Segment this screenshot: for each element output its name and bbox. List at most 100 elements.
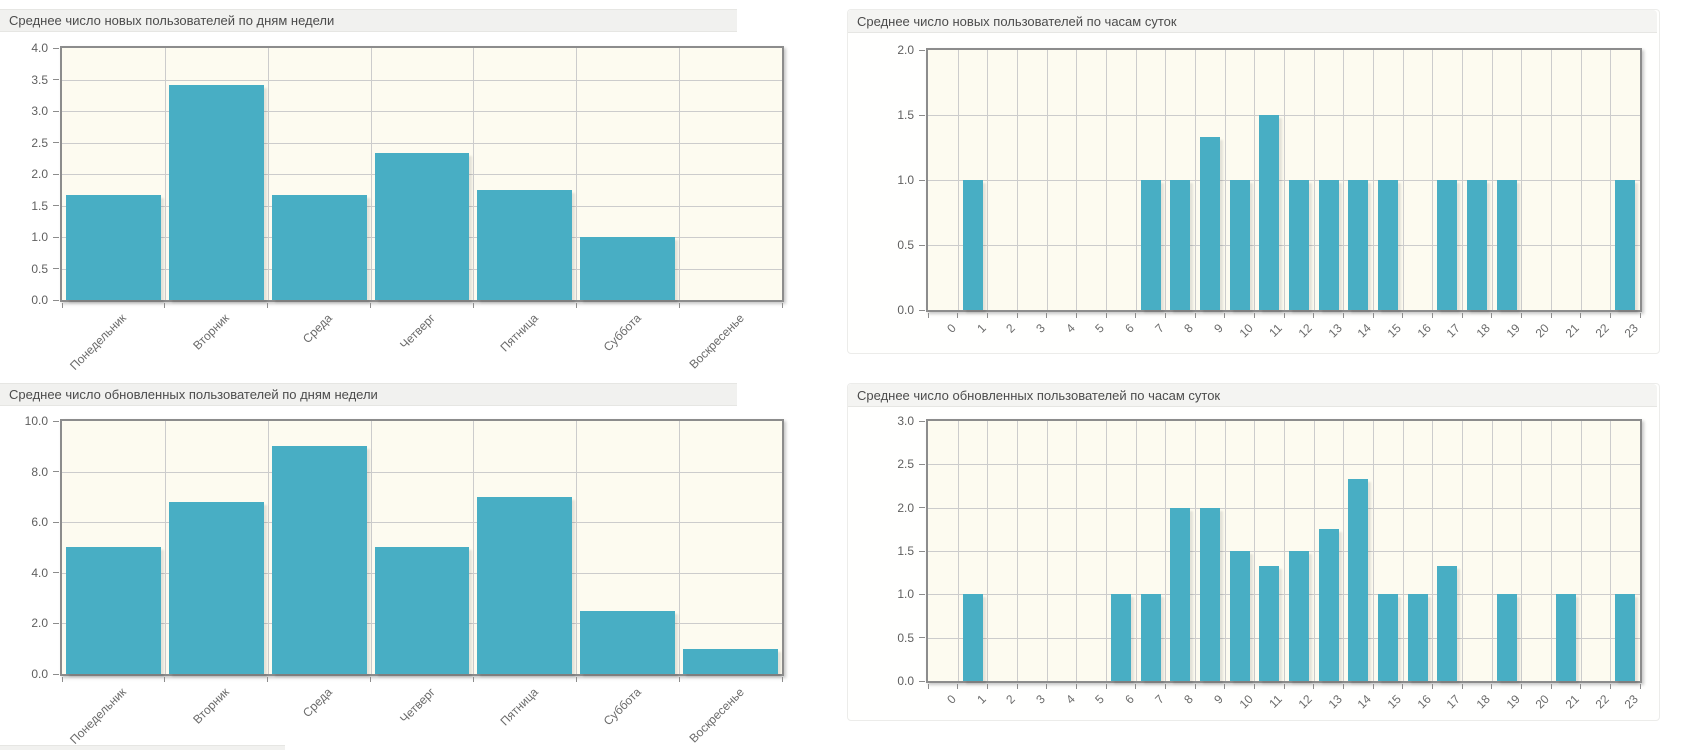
x-tick-label: 15	[1384, 692, 1404, 712]
x-tick-label: 11	[1266, 692, 1286, 711]
y-tick-label: 10.0	[24, 414, 48, 428]
y-tick-mark	[53, 420, 59, 422]
bar	[1288, 551, 1309, 681]
bar	[374, 547, 470, 674]
chart-panel-updated-users-by-weekday: Среднее число обновленных пользователей …	[0, 383, 800, 750]
y-tick-mark	[53, 142, 59, 143]
gridline-v	[1402, 50, 1404, 310]
bar	[1259, 115, 1280, 310]
chart-title-bar: Среднее число новых пользователей по дня…	[0, 9, 737, 32]
bar	[683, 649, 778, 674]
x-tick-label: 4	[1062, 321, 1078, 336]
gridline-v	[1284, 50, 1285, 310]
x-tick-mark	[1224, 313, 1226, 318]
x-tick-label: 22	[1592, 321, 1612, 341]
bar	[1615, 594, 1636, 681]
x-tick-mark	[1491, 313, 1493, 318]
x-tick-mark	[1075, 684, 1077, 689]
x-tick-mark	[1609, 313, 1611, 318]
x-tick-mark	[1164, 313, 1166, 318]
y-tick-label: 2.0	[897, 500, 914, 515]
x-tick-label: 12	[1295, 692, 1315, 712]
x-tick-label: 2	[1003, 321, 1019, 336]
y-tick-label: 1.5	[31, 198, 48, 213]
y-tick-mark	[919, 244, 925, 246]
gridline-h	[62, 522, 782, 524]
x-tick-mark	[1639, 684, 1641, 689]
x-tick-label: 15	[1384, 321, 1404, 341]
x-tick-mark	[1253, 684, 1255, 689]
y-tick-label: 0.5	[897, 238, 914, 252]
x-tick-label: 11	[1266, 321, 1286, 340]
bar	[66, 547, 161, 674]
x-tick-label: 8	[1181, 692, 1197, 707]
x-tick-label: 23	[1621, 692, 1642, 712]
bar	[1318, 529, 1339, 681]
x-tick-mark	[61, 303, 63, 308]
y-tick-label: 0.5	[897, 630, 914, 645]
x-tick-label: 17	[1443, 321, 1464, 341]
x-tick-mark	[1135, 313, 1137, 318]
bar	[580, 611, 676, 674]
y-tick-mark	[53, 521, 59, 523]
x-tick-mark	[1164, 684, 1166, 689]
y-tick-label: 2.0	[31, 616, 48, 631]
gridline-v	[164, 421, 166, 674]
x-tick-label: Среда	[300, 685, 336, 720]
x-tick-mark	[1372, 313, 1374, 318]
y-tick-label: 1.5	[897, 108, 914, 122]
x-tick-mark	[678, 303, 680, 308]
x-tick-label: Вторник	[190, 311, 233, 353]
bar	[66, 195, 161, 300]
y-tick-label: 2.5	[897, 457, 914, 472]
gridline-v	[679, 48, 681, 300]
x-tick-mark	[927, 684, 929, 689]
y-tick-mark	[919, 593, 925, 595]
gridline-v	[1343, 421, 1345, 681]
gridline-v	[1195, 50, 1196, 310]
x-tick-label: Понедельник	[67, 311, 130, 373]
bar	[1140, 594, 1161, 681]
y-tick-label: 2.0	[897, 43, 914, 57]
gridline-v	[987, 50, 989, 310]
x-tick-mark	[1639, 313, 1641, 318]
bar	[1348, 479, 1369, 681]
x-tick-mark	[1105, 684, 1107, 689]
x-tick-mark	[1046, 313, 1048, 318]
chart-title-bar: Среднее число обновленных пользователей …	[0, 383, 737, 406]
y-tick-mark	[919, 507, 925, 509]
gridline-v	[1610, 421, 1612, 681]
x-tick-label: 9	[1211, 321, 1226, 336]
x-tick-label: 16	[1414, 692, 1434, 712]
y-tick-mark	[919, 637, 925, 639]
x-tick-label: 5	[1092, 692, 1108, 707]
x-tick-label: 1	[973, 692, 989, 707]
y-tick-mark	[919, 114, 925, 116]
y-tick-label: 1.0	[31, 230, 48, 244]
x-tick-mark	[164, 303, 166, 308]
y-tick-mark	[53, 268, 59, 269]
gridline-v	[1432, 421, 1434, 681]
x-tick-label: 22	[1592, 692, 1612, 712]
x-tick-label: 18	[1473, 692, 1493, 712]
gridline-v	[576, 48, 578, 300]
x-tick-label: 6	[1122, 692, 1137, 707]
bar	[1259, 566, 1280, 681]
gridline-v	[1046, 421, 1048, 681]
x-tick-label: Суббота	[600, 311, 644, 355]
bar	[1318, 180, 1339, 310]
gridline-v	[1432, 50, 1434, 310]
x-tick-label: Пятница	[497, 685, 541, 729]
gridline-v	[370, 421, 372, 674]
gridline-v	[1491, 50, 1493, 310]
y-tick-label: 0.5	[31, 261, 48, 276]
x-tick-label: 2	[1003, 692, 1019, 707]
bar	[1199, 137, 1220, 310]
bar	[1437, 180, 1458, 310]
y-tick-label: 3.0	[897, 414, 914, 428]
gridline-v	[1551, 50, 1552, 310]
gridline-v	[957, 421, 959, 681]
y-tick-label: 8.0	[31, 464, 48, 479]
gridline-v	[1373, 421, 1374, 681]
y-tick-mark	[53, 471, 59, 473]
